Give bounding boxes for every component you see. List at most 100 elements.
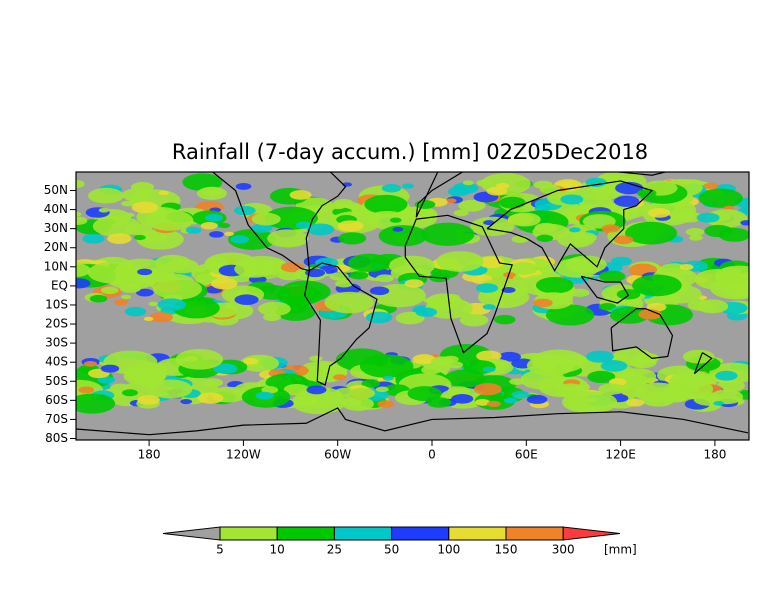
lat-tick-label: 10N (44, 259, 68, 273)
rain-patch (78, 386, 95, 394)
rain-patch (76, 263, 91, 277)
rain-patch (263, 313, 281, 322)
rain-patch (445, 198, 457, 204)
rain-patch (235, 182, 252, 190)
colorbar-label: 100 (437, 543, 460, 557)
rain-patch (703, 182, 719, 190)
rain-patch (157, 298, 186, 311)
rain-patch (292, 395, 319, 407)
colorbar-unit: [mm] (604, 543, 637, 557)
rain-patch (119, 283, 142, 293)
rain-patch (100, 364, 120, 373)
rain-patch (740, 220, 749, 226)
rain-patch (182, 173, 223, 191)
rain-patch (619, 368, 657, 385)
rain-patch (626, 398, 645, 407)
rain-patch (121, 294, 132, 300)
rain-patch (306, 385, 327, 395)
colorbar-label: 50 (384, 543, 399, 557)
rain-patch (295, 221, 313, 229)
rain-patch (320, 364, 346, 376)
rain-patch (205, 214, 223, 222)
rain-patch (243, 358, 259, 365)
rain-patch (473, 383, 502, 396)
rain-patch (567, 391, 618, 414)
rain-patch (682, 349, 715, 364)
rain-patch (704, 224, 733, 238)
rain-patch (453, 209, 469, 217)
rain-patch (493, 314, 516, 325)
rain-patch (175, 348, 224, 370)
lon-tick-label: 180 (138, 448, 161, 462)
lat-tick-label: 50S (45, 374, 68, 388)
rain-patch (402, 183, 414, 189)
rain-patch (307, 223, 335, 236)
rain-patch (149, 312, 173, 323)
rain-patch (568, 227, 581, 233)
rain-patch (509, 212, 541, 227)
rain-patch (632, 274, 682, 297)
rain-patch (560, 194, 584, 205)
rain-patch (92, 215, 141, 237)
rain-patch (139, 231, 168, 244)
rain-patch (476, 179, 492, 187)
rain-patch (451, 393, 474, 404)
rain-patch (723, 205, 735, 211)
lon-tick-label: 60W (324, 448, 351, 462)
rain-patch (202, 378, 223, 388)
coastline (404, 214, 513, 354)
lat-tick-label: EQ (51, 278, 68, 292)
lat-tick-label: 50N (44, 183, 68, 197)
rain-patch (421, 365, 442, 375)
rain-patch (598, 270, 626, 283)
rain-patch (392, 226, 404, 232)
rain-patch (610, 353, 630, 362)
rain-patch (447, 386, 471, 397)
rain-patch (87, 261, 138, 284)
colorbar-label: 5 (216, 543, 224, 557)
rain-patch (335, 279, 353, 288)
rain-patch (365, 311, 393, 324)
rain-patch (600, 360, 628, 372)
lon-tick-label: 120W (226, 448, 261, 462)
coastline (304, 262, 378, 386)
rain-patch (565, 255, 607, 274)
rain-patch (375, 386, 389, 393)
rain-patch (436, 251, 484, 272)
colorbar-under (162, 526, 221, 541)
rain-patch (224, 231, 234, 236)
lat-tick-label: 40S (45, 355, 68, 369)
rain-patch (158, 190, 169, 196)
rain-patch (452, 182, 479, 194)
rain-patch (97, 376, 116, 384)
rain-patch (149, 379, 193, 399)
rain-patch (255, 391, 274, 400)
rain-patch (124, 306, 147, 317)
lat-tick-label: 20N (44, 240, 68, 254)
rain-patch (462, 180, 474, 186)
rain-patch (218, 222, 231, 229)
rain-patch (76, 393, 116, 414)
lat-tick-label: 70S (45, 412, 68, 426)
rain-patch (459, 313, 489, 327)
rain-patch (503, 397, 518, 404)
rain-patch (330, 202, 346, 210)
rain-patch (324, 291, 374, 314)
rain-patch (364, 194, 408, 214)
rain-patch (136, 288, 154, 297)
rain-patch (685, 227, 705, 237)
colorbar-label: 25 (327, 543, 342, 557)
rain-patch (395, 311, 425, 325)
rain-patch (209, 231, 224, 238)
rain-patch (696, 299, 729, 314)
coastline (610, 308, 674, 360)
rain-patch (431, 356, 454, 367)
colorbar-label: 300 (552, 543, 575, 557)
rain-patch (615, 181, 644, 195)
colorbar-label: 10 (270, 543, 285, 557)
rain-field (76, 172, 749, 415)
rain-patch (412, 354, 436, 365)
lat-tick-label: 30S (45, 336, 68, 350)
rain-patch (133, 234, 146, 241)
rain-patch (476, 283, 499, 293)
